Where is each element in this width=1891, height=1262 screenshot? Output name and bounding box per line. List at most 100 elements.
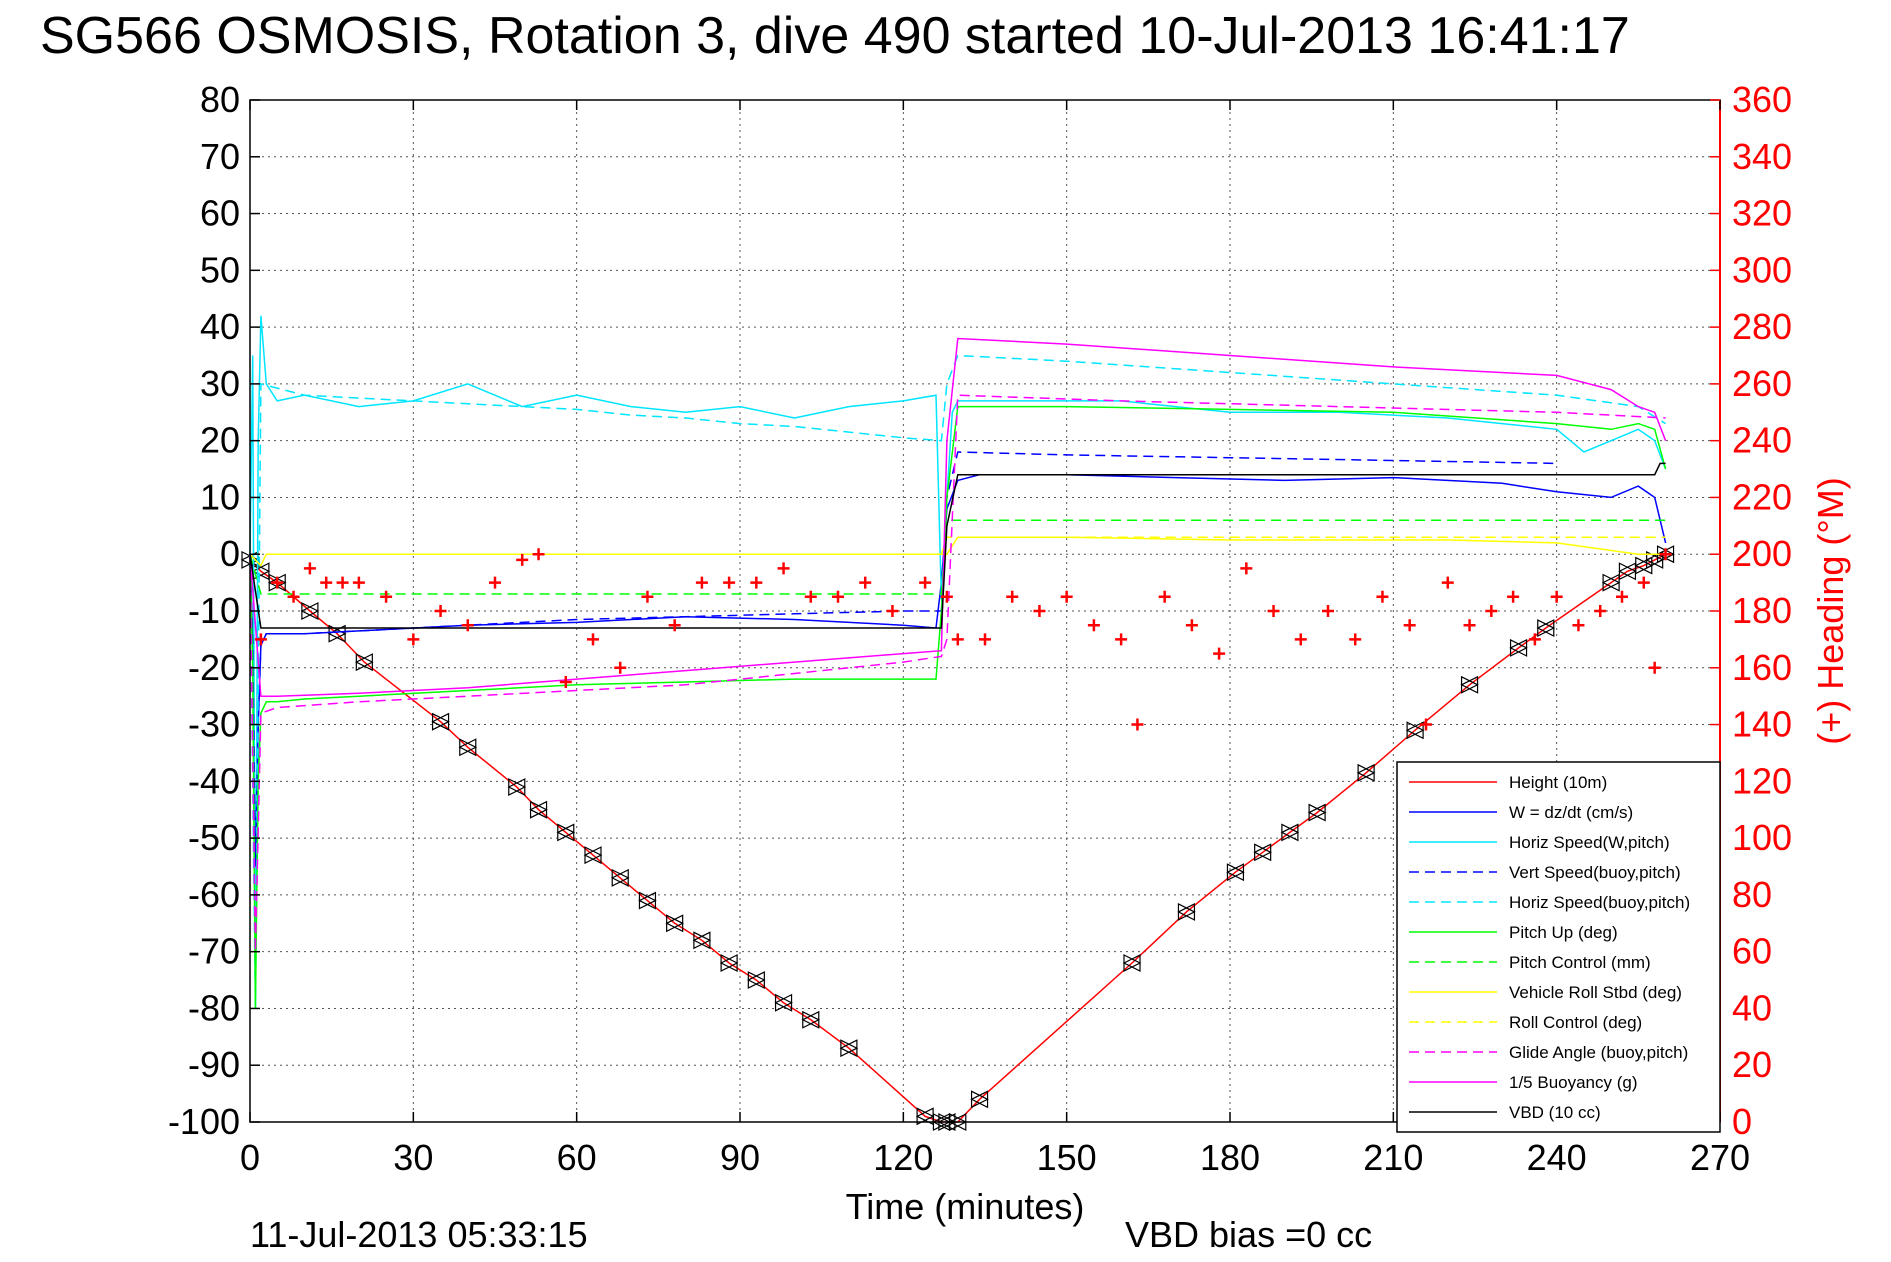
- x-tick-label: 240: [1527, 1137, 1587, 1178]
- heading-point: [1659, 548, 1672, 561]
- y-tick-label: 10: [200, 476, 240, 517]
- heading-point: [641, 590, 654, 603]
- legend: Height (10m) W = dz/dt (cm/s) Horiz Speed(…: [1396, 761, 1721, 1133]
- heading-point: [516, 553, 529, 566]
- heading-point: [886, 605, 899, 617]
- series-4-line: [249, 354, 1666, 1009]
- height-marker: [327, 624, 347, 643]
- y-right-tick-label: 40: [1732, 987, 1772, 1028]
- y-right-tick-label: 200: [1732, 533, 1792, 574]
- y-tick-label: -90: [188, 1044, 240, 1085]
- y-right-tick-label: 320: [1732, 193, 1792, 234]
- heading-point: [434, 605, 447, 617]
- series-5-line: [249, 405, 1667, 1009]
- heading-point: [695, 576, 708, 589]
- heading-point: [1240, 562, 1253, 575]
- heading-point: [1594, 605, 1607, 617]
- legend-label: VBD (10 cc): [1509, 1103, 1601, 1122]
- heading-point: [1087, 619, 1100, 632]
- height-marker: [529, 800, 548, 819]
- heading-point: [1006, 590, 1019, 603]
- y-right-tick-label: 240: [1732, 420, 1792, 461]
- height-marker: [431, 712, 450, 731]
- height-marker: [1226, 863, 1245, 882]
- height-marker: [458, 738, 478, 757]
- heading-point: [532, 548, 545, 561]
- series-8-line: [250, 536, 1666, 555]
- heading-point: [1420, 718, 1432, 731]
- heading-point: [489, 576, 501, 589]
- heading-point: [1376, 590, 1389, 603]
- heading-point: [1507, 590, 1520, 603]
- y-right-tick-label: 80: [1732, 874, 1772, 915]
- y-right-tick-label: 220: [1732, 476, 1792, 517]
- legend-label: Vert Speed(buoy,pitch): [1509, 863, 1681, 882]
- height-marker: [746, 971, 766, 990]
- y-right-tick-label: 20: [1732, 1044, 1772, 1085]
- heading-point: [940, 590, 953, 603]
- heading-point: [1403, 619, 1416, 632]
- heading-point: [1158, 590, 1171, 603]
- x-tick-label: 150: [1037, 1137, 1097, 1178]
- height-marker: [665, 914, 685, 933]
- y-tick-label: -40: [188, 760, 240, 801]
- legend-label: Roll Control (deg): [1509, 1013, 1642, 1032]
- heading-point: [1294, 633, 1307, 646]
- heading-point: [1267, 605, 1280, 617]
- x-tick-label: 270: [1690, 1137, 1750, 1178]
- heading-point: [1463, 619, 1476, 632]
- series-7-line: [249, 536, 1666, 567]
- footer-vbd-bias: VBD bias =0 cc: [1125, 1214, 1372, 1255]
- heading-point: [723, 576, 736, 589]
- footer-timestamp: 11-Jul-2013 05:33:15: [250, 1214, 588, 1255]
- heading-point: [951, 633, 964, 646]
- heading-point: [804, 590, 817, 603]
- y-tick-label: 60: [200, 193, 240, 234]
- height-marker: [354, 653, 374, 672]
- height-marker: [719, 954, 739, 972]
- legend-label: Horiz Speed(W,pitch): [1509, 833, 1670, 852]
- y-right-tick-label: 340: [1732, 136, 1792, 177]
- height-marker: [1536, 619, 1556, 638]
- legend-label: Vehicle Roll Stbd (deg): [1509, 983, 1682, 1002]
- y-axis-ticks: 80 70 60 50 40 30 20 10 0 -10 -20 -30 -40 -50 -60 -70 -8…: [168, 79, 260, 1142]
- legend-box: [1396, 761, 1721, 1133]
- y-axis-right-label: (+) Heading (°M): [1810, 477, 1851, 744]
- x-tick-label: 0: [240, 1137, 260, 1178]
- y-axis-right-ticks: 3603403203002802602402202001801601401201…: [1710, 79, 1792, 1142]
- y-tick-label: -60: [188, 874, 240, 915]
- height-marker: [610, 868, 630, 887]
- y-tick-label: 20: [200, 420, 240, 461]
- height-marker: [583, 846, 603, 865]
- heading-point: [1616, 590, 1628, 603]
- heading-point: [832, 590, 844, 603]
- heading-point: [559, 675, 572, 688]
- heading-point: [380, 590, 393, 603]
- y-tick-label: -20: [188, 647, 240, 688]
- x-axis-ticks: 0 30 60 90 120 150 180 210 240 270: [240, 100, 1750, 1178]
- y-tick-label: 40: [200, 306, 240, 347]
- heading-point: [1033, 605, 1046, 617]
- heading-point: [1115, 633, 1128, 646]
- heading-point: [1131, 718, 1144, 731]
- heading-point: [859, 576, 872, 589]
- heading-point: [303, 562, 316, 575]
- y-right-tick-label: 280: [1732, 306, 1792, 347]
- heading-point: [919, 576, 932, 589]
- series-11-line: [249, 462, 1666, 629]
- series-layer: [240, 315, 1675, 1131]
- heading-point: [461, 619, 474, 632]
- heading-point: [271, 576, 284, 589]
- y-tick-label: -100: [168, 1101, 240, 1142]
- heading-point: [1637, 576, 1650, 589]
- legend-label: Pitch Up (deg): [1509, 923, 1618, 942]
- height-marker: [1460, 675, 1479, 694]
- heading-point: [352, 576, 365, 589]
- height-marker: [507, 778, 527, 796]
- heading-point: [979, 633, 991, 646]
- y-right-tick-label: 140: [1732, 704, 1792, 745]
- height-marker: [1356, 763, 1376, 782]
- x-tick-label: 60: [557, 1137, 597, 1178]
- heading-point: [1060, 590, 1073, 603]
- height-marker: [774, 993, 793, 1012]
